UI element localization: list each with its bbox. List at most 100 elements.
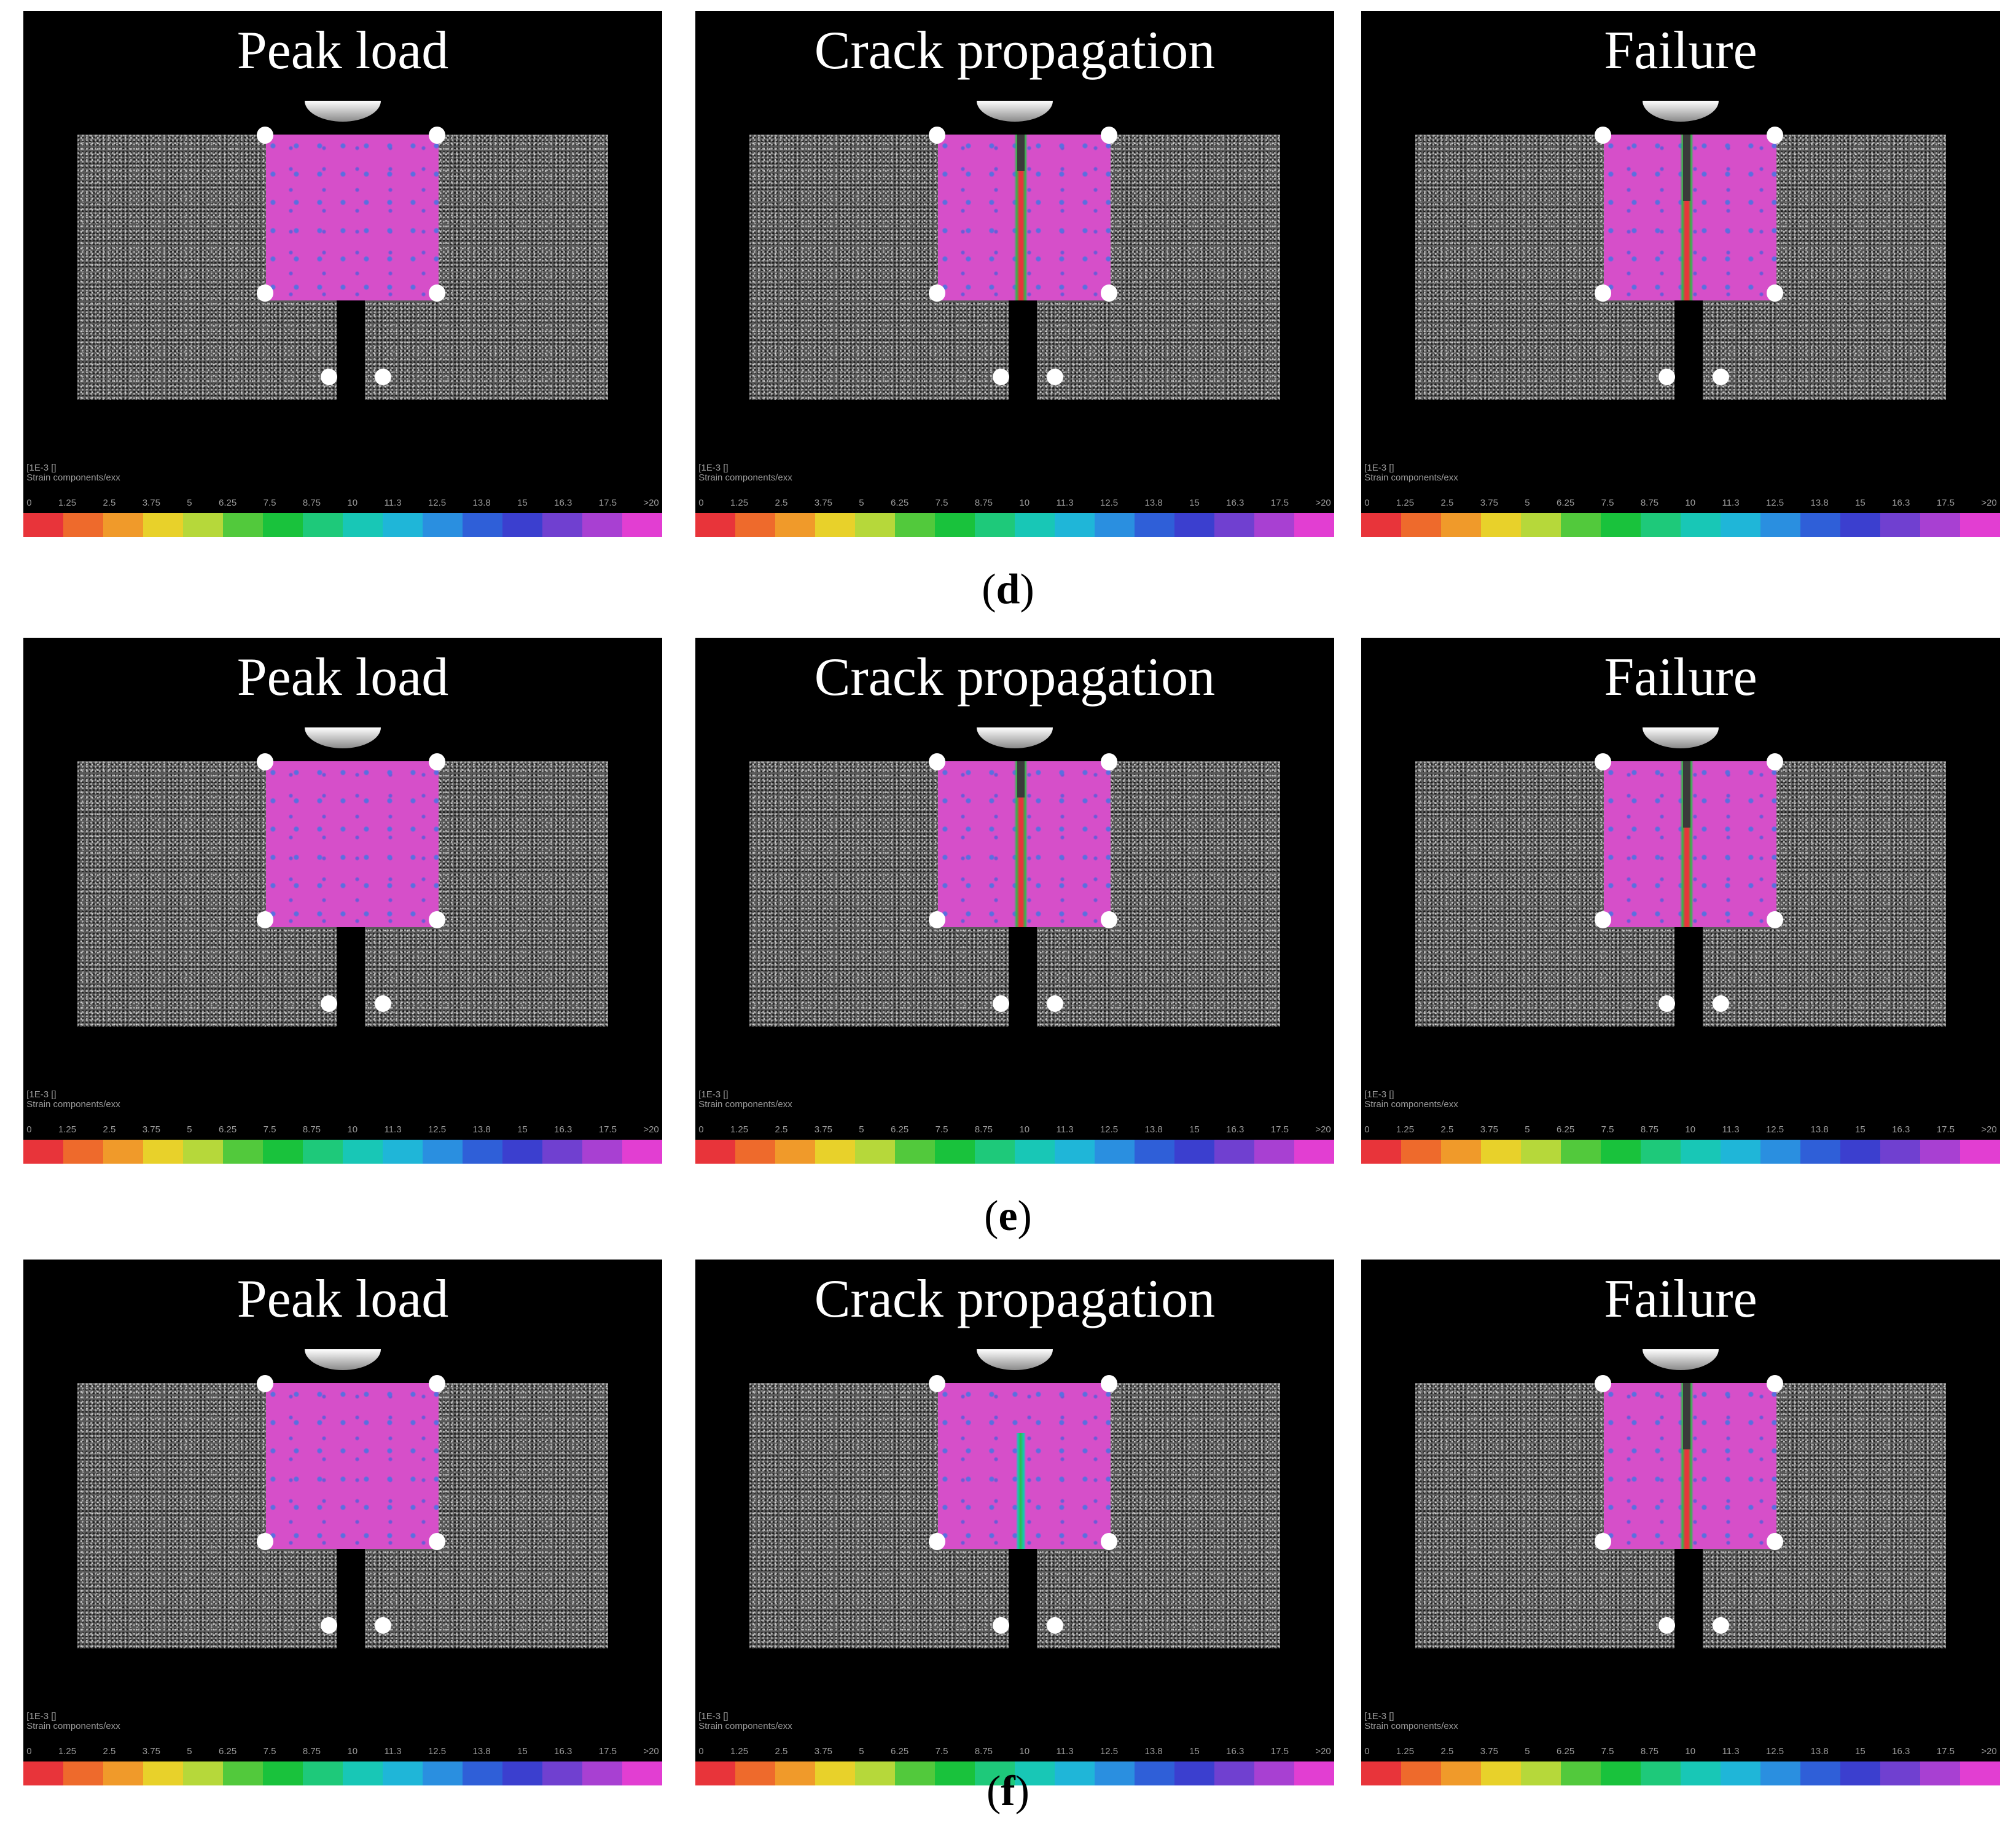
color-scale-swatch [935, 1140, 975, 1164]
legend-tick-label: 16.3 [1226, 497, 1244, 508]
strain-field-overlay [266, 135, 439, 300]
legend-tick-label: 12.5 [428, 1124, 447, 1135]
loading-indenter [304, 100, 381, 122]
legend-tick-label: 17.5 [1936, 1124, 1955, 1135]
color-scale-swatch [183, 513, 223, 537]
legend-tick-label: 16.3 [554, 497, 572, 508]
legend-tick-label: 16.3 [1892, 497, 1910, 508]
strain-field-overlay [1604, 135, 1776, 300]
legend-component: Strain components/exx [1364, 472, 1458, 483]
legend-tick-label: 12.5 [1100, 1746, 1119, 1757]
color-scale-swatch [582, 1140, 622, 1164]
color-scale-swatch [1401, 1140, 1441, 1164]
color-scale-swatch [815, 1140, 855, 1164]
legend-tick-label: 13.8 [1810, 1124, 1829, 1135]
color-scale-swatch [1721, 1761, 1760, 1785]
color-scale-swatch [622, 513, 662, 537]
color-scale-swatch [542, 1761, 582, 1785]
legend-unit: [1E-3 [] [698, 463, 729, 474]
support-marker [1767, 911, 1784, 928]
legend-tick-label: 12.5 [1765, 1746, 1784, 1757]
support-marker [1101, 911, 1118, 928]
color-scale-swatch [63, 1140, 103, 1164]
color-scale-swatch [1095, 1761, 1135, 1785]
color-scale-swatch [383, 513, 423, 537]
legend-tick-label: 12.5 [1765, 1124, 1784, 1135]
color-scale-swatch [1135, 1140, 1174, 1164]
panel-title: Crack propagation [814, 648, 1216, 708]
color-scale-bar [695, 513, 1334, 537]
legend-tick-label: 12.5 [428, 1746, 447, 1757]
legend-tick-label: >20 [1981, 1124, 1997, 1135]
color-scale-swatch [695, 1761, 735, 1785]
legend-labels: [1E-3 [] Strain components/exx [1364, 1712, 1458, 1731]
color-scale-swatch [1840, 1140, 1880, 1164]
color-scale-swatch [143, 1761, 183, 1785]
color-scale-swatch [1401, 1761, 1441, 1785]
legend-labels: [1E-3 [] Strain components/exx [26, 1090, 120, 1110]
support-marker [1101, 1533, 1118, 1550]
support-marker [256, 1533, 273, 1550]
color-scale-swatch [1800, 1140, 1840, 1164]
legend-tick-label: 2.5 [775, 1124, 788, 1135]
support-marker [992, 995, 1009, 1013]
legend-tick-label: 11.3 [1056, 1746, 1074, 1757]
specimen-notch [1008, 300, 1037, 401]
legend-tick-label: 2.5 [103, 1746, 116, 1757]
color-scale-swatch [1481, 513, 1521, 537]
color-scale-swatch [815, 1761, 855, 1785]
strain-field-overlay [266, 761, 439, 927]
legend-tick-label: 10 [1685, 1746, 1696, 1757]
legend-tick-label: 5 [859, 1746, 864, 1757]
legend-tick-label: 13.8 [1810, 497, 1829, 508]
legend-labels: [1E-3 [] Strain components/exx [26, 463, 120, 483]
legend-tick-label: 10 [1019, 497, 1030, 508]
support-marker [928, 127, 945, 144]
color-scale-swatch [1481, 1140, 1521, 1164]
loading-indenter [1642, 1349, 1719, 1370]
support-marker [1767, 284, 1784, 302]
color-scale-swatch [1760, 513, 1800, 537]
color-scale-swatch [423, 1140, 463, 1164]
color-scale-swatch [23, 1140, 63, 1164]
support-marker [375, 369, 392, 386]
legend-tick-label: 6.25 [1557, 497, 1575, 508]
legend-tick-label: 15 [517, 1746, 528, 1757]
legend-tick-label: 0 [698, 1124, 704, 1135]
legend-ticks: 0 1.25 2.5 3.75 5 6.25 7.5 8.75 10 11.3 12.5 13.8 15… [26, 1124, 659, 1135]
support-marker [1101, 284, 1118, 302]
legend-tick-label: 5 [859, 497, 864, 508]
color-scale-swatch [1361, 1761, 1401, 1785]
legend-tick-label: 1.25 [58, 497, 77, 508]
crack-opening [1683, 135, 1690, 201]
support-marker [256, 1375, 273, 1392]
legend-tick-label: 2.5 [775, 497, 788, 508]
color-scale-swatch [1960, 513, 2000, 537]
color-scale-swatch [463, 513, 502, 537]
support-marker [928, 1375, 945, 1392]
color-scale-swatch [1880, 1761, 1920, 1785]
crack-opening [1683, 761, 1690, 828]
legend-tick-label: 5 [187, 1124, 192, 1135]
loading-indenter [304, 727, 381, 748]
color-scale-swatch [1840, 1761, 1880, 1785]
support-marker [1047, 995, 1064, 1013]
legend-tick-label: 13.8 [472, 1746, 491, 1757]
legend-tick-label: 13.8 [1810, 1746, 1829, 1757]
color-scale-swatch [735, 1761, 775, 1785]
legend-tick-label: 17.5 [598, 1124, 617, 1135]
legend-tick-label: 7.5 [935, 497, 948, 508]
color-scale-swatch [1641, 513, 1681, 537]
legend-labels: [1E-3 [] Strain components/exx [698, 1712, 792, 1731]
crack-strain-band [1679, 1383, 1694, 1549]
legend-ticks: 0 1.25 2.5 3.75 5 6.25 7.5 8.75 10 11.3 12.5 13.8 15… [26, 1746, 659, 1757]
legend-tick-label: 6.25 [1557, 1124, 1575, 1135]
color-scale-swatch [1601, 1761, 1641, 1785]
support-marker [429, 284, 446, 302]
color-scale-swatch [1135, 1761, 1174, 1785]
legend-tick-label: >20 [643, 1124, 659, 1135]
color-scale-swatch [1880, 513, 1920, 537]
panel-title: Failure [1604, 648, 1757, 708]
legend-unit: [1E-3 [] [698, 1089, 729, 1100]
legend-tick-label: 7.5 [935, 1124, 948, 1135]
